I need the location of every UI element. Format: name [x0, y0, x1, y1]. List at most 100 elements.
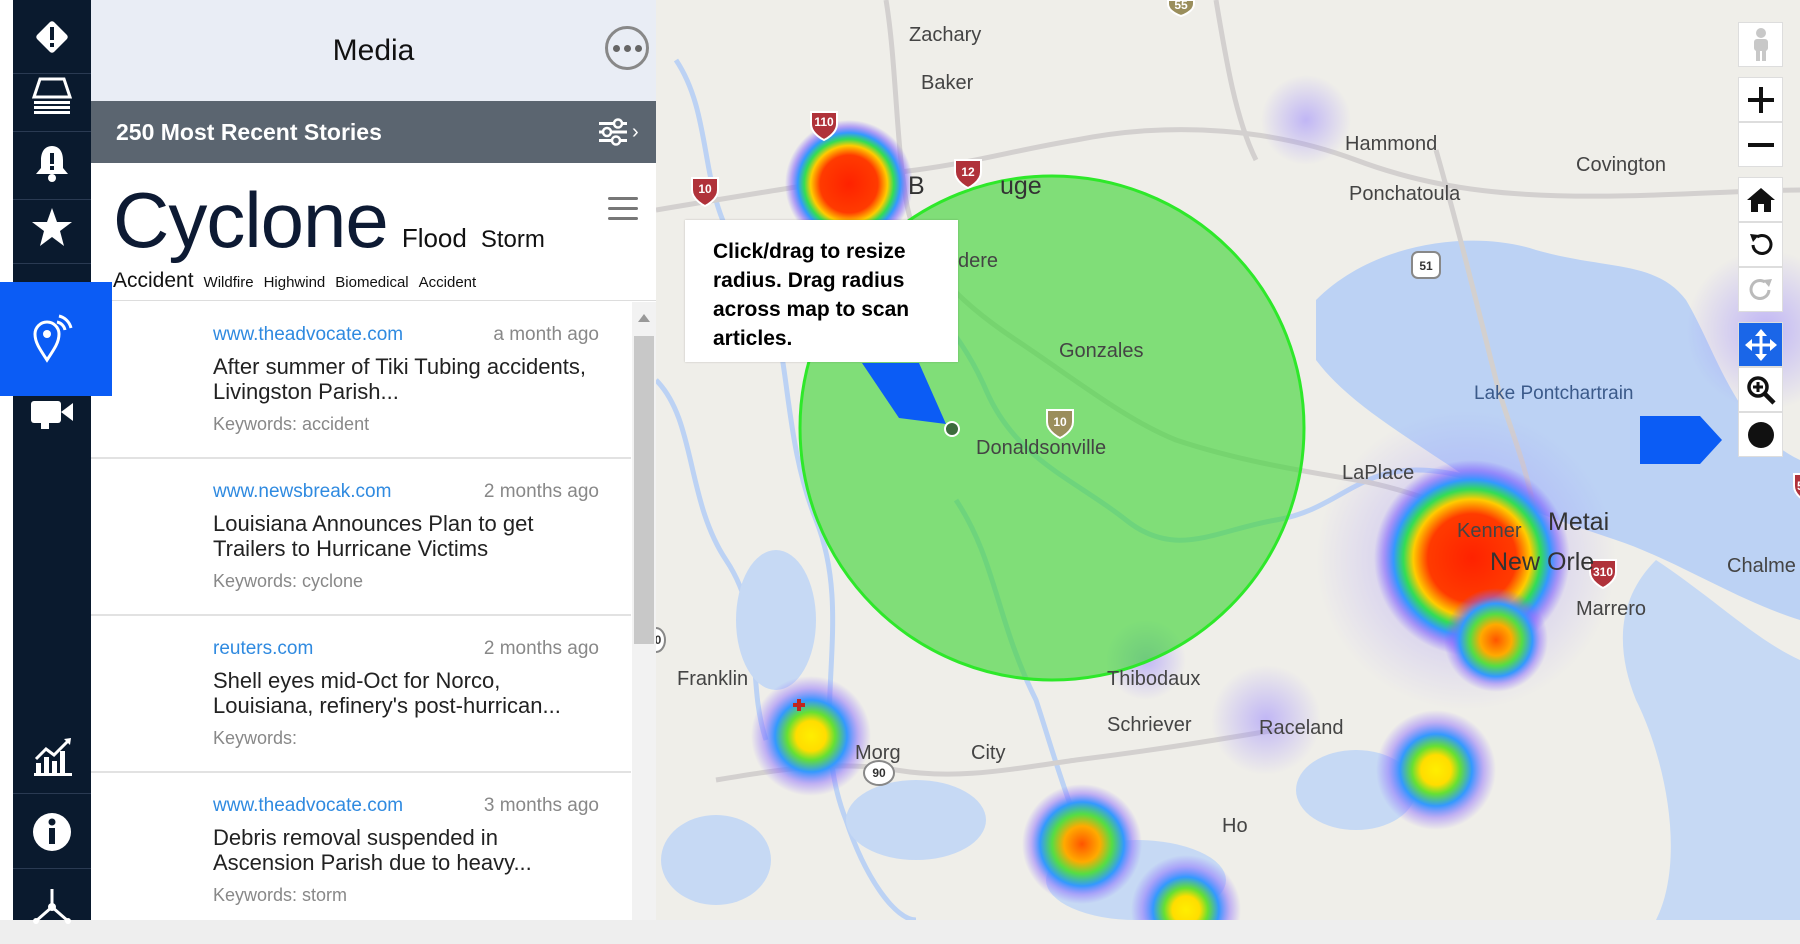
map-label-hammond: Hammond	[1345, 133, 1438, 155]
home-button[interactable]	[1738, 177, 1783, 222]
dot-icon	[612, 44, 620, 52]
story-headline[interactable]: Debris removal suspended in Ascension Pa…	[213, 825, 532, 875]
zoom-in-button[interactable]	[1738, 77, 1783, 122]
story-headline[interactable]: Louisiana Announces Plan to get Trailers…	[213, 511, 534, 561]
story-keywords: Keywords:	[213, 727, 298, 748]
zoom-box-button[interactable]	[1738, 367, 1783, 412]
map-label-gonzales: Gonzales	[1059, 340, 1144, 362]
pan-tool-button[interactable]	[1738, 322, 1783, 367]
i110-shield: 110	[814, 115, 834, 129]
map-label-zachary: Zachary	[909, 24, 982, 46]
more-options-button[interactable]	[605, 26, 649, 70]
chevron-right-icon: ›	[632, 120, 639, 143]
map-label-new-orleans: New Orle	[1490, 548, 1595, 576]
person-icon	[1753, 27, 1768, 61]
keyword-cyclone[interactable]: Cyclone	[113, 176, 389, 264]
scroll-up-arrow-icon[interactable]	[638, 314, 650, 322]
chart-icon	[34, 737, 72, 776]
map-label-lake-pontchartrain: Lake Pontchartrain	[1474, 383, 1634, 404]
zoom-out-button[interactable]	[1738, 122, 1783, 167]
story-source[interactable]: www.newsbreak.com	[213, 481, 392, 502]
map-label-kenner: Kenner	[1457, 520, 1522, 542]
map-label-belle-rose: dere	[958, 250, 999, 272]
story-keywords: Keywords: accident	[213, 413, 370, 434]
street-view-button[interactable]	[1738, 22, 1783, 67]
story-time: 3 months ago	[483, 795, 599, 816]
rotate-left-button[interactable]	[1738, 222, 1783, 267]
story-list: www.theadvocate.com a month ago After su…	[91, 302, 631, 920]
map-label-ponchatoula: Ponchatoula	[1349, 183, 1461, 205]
stories-title: 250 Most Recent Stories	[116, 118, 382, 145]
story-headline[interactable]: After summer of Tiki Tubing accidents, L…	[213, 354, 586, 404]
story-headline[interactable]: Shell eyes mid-Oct for Norco, Louisiana,…	[213, 668, 561, 718]
map-label-donaldsonville: Donaldsonville	[976, 437, 1107, 459]
keyword-biomedical[interactable]: Biomedical	[335, 274, 409, 291]
keyword-accident-small[interactable]: Accident	[418, 274, 477, 291]
i10-shield-west: 10	[698, 182, 712, 196]
sliders-icon	[599, 118, 627, 146]
keyword-wildfire[interactable]: Wildfire	[203, 274, 254, 291]
route-0-shield: 0	[656, 633, 662, 647]
scroll-thumb[interactable]	[634, 336, 654, 644]
keyword-highwind[interactable]: Highwind	[263, 274, 326, 291]
map-label-chalmette: Chalme	[1727, 555, 1796, 577]
nav-info-button[interactable]	[13, 795, 91, 869]
filter-settings-button[interactable]: ›	[598, 117, 646, 147]
warning-diamond-icon	[36, 20, 68, 53]
list-item[interactable]: www.newsbreak.com 2 months ago Louisiana…	[91, 459, 631, 616]
story-list-scrollbar[interactable]	[632, 302, 656, 920]
nav-media-radius-button[interactable]	[0, 282, 112, 396]
story-source[interactable]: www.theadvocate.com	[213, 324, 404, 345]
map-label-houma: Ho	[1222, 815, 1248, 837]
map-label-raceland: Raceland	[1259, 717, 1344, 739]
hamburger-menu-icon[interactable]	[608, 197, 638, 227]
location-signal-icon	[33, 314, 73, 363]
i10-shield-center: 10	[1053, 415, 1067, 429]
stories-header: 250 Most Recent Stories ›	[91, 101, 656, 163]
location-marker-icon	[793, 699, 805, 711]
keyword-flood[interactable]: Flood	[401, 223, 467, 253]
nav-favorites-button[interactable]	[13, 190, 91, 264]
map-label-morgan-city-a: Morg	[855, 742, 901, 764]
panel-title: Media	[332, 33, 415, 67]
story-source[interactable]: www.theadvocate.com	[213, 795, 404, 816]
radius-tooltip: Click/drag to resize radius. Drag radius…	[685, 220, 958, 362]
star-icon	[32, 207, 72, 246]
map-label-metairie: Metai	[1548, 508, 1610, 536]
nav-alerts-button[interactable]	[13, 0, 91, 74]
home-icon	[1746, 187, 1775, 212]
rotate-right-icon	[1749, 278, 1772, 300]
map-label-baton-rouge-a: B	[908, 172, 925, 200]
radius-tool-button[interactable]	[1738, 412, 1783, 457]
map-canvas[interactable]: 110 10 12 12 10 310 510 55 51 90 0	[656, 0, 1800, 920]
nav-video-button[interactable]	[13, 376, 91, 450]
map-view[interactable]: 110 10 12 12 10 310 510 55 51 90 0 Zacha…	[656, 0, 1800, 920]
nav-network-button[interactable]	[13, 870, 91, 944]
rotate-right-button[interactable]	[1738, 267, 1783, 312]
map-label-laplace: LaPlace	[1342, 462, 1415, 484]
story-source[interactable]: reuters.com	[213, 638, 314, 659]
us90-shield: 90	[872, 766, 886, 780]
i12-shield-west: 12	[961, 165, 975, 179]
map-label-covington: Covington	[1576, 154, 1667, 176]
circle-icon	[1747, 421, 1774, 448]
left-nav	[0, 0, 112, 924]
story-keywords: Keywords: storm	[213, 884, 348, 905]
list-item[interactable]: www.theadvocate.com a month ago After su…	[91, 302, 631, 459]
map-label-marrero: Marrero	[1576, 598, 1647, 620]
list-item[interactable]: www.theadvocate.com 3 months ago Debris …	[91, 773, 631, 920]
story-time: 2 months ago	[483, 638, 599, 659]
keyword-accident-large[interactable]: Accident	[113, 269, 194, 292]
route-55-shield: 55	[1174, 0, 1188, 12]
plus-icon	[1747, 86, 1774, 113]
rotate-left-icon	[1749, 233, 1772, 255]
i310-shield: 310	[1593, 565, 1613, 579]
nav-notifications-button[interactable]	[13, 126, 91, 200]
nav-analytics-button[interactable]	[13, 720, 91, 794]
nav-layers-button[interactable]	[13, 58, 91, 132]
i510-shield: 510	[1797, 479, 1800, 493]
zoom-box-icon	[1746, 375, 1776, 405]
list-item[interactable]: reuters.com 2 months ago Shell eyes mid-…	[91, 616, 631, 773]
keyword-storm[interactable]: Storm	[480, 226, 545, 253]
minus-icon	[1747, 142, 1774, 147]
